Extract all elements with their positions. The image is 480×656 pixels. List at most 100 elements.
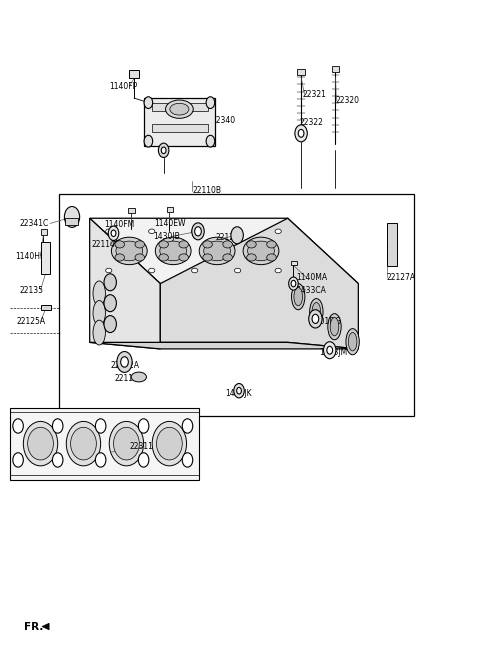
Ellipse shape — [149, 268, 155, 273]
Ellipse shape — [149, 229, 155, 234]
Ellipse shape — [291, 283, 305, 310]
Text: 22112A: 22112A — [110, 361, 139, 371]
Ellipse shape — [156, 427, 182, 460]
Circle shape — [195, 227, 201, 236]
Ellipse shape — [71, 427, 96, 460]
Ellipse shape — [93, 300, 106, 325]
Ellipse shape — [192, 268, 198, 273]
Circle shape — [182, 419, 193, 433]
Bar — [128, 209, 134, 213]
Circle shape — [327, 346, 333, 354]
Bar — [40, 242, 50, 274]
Circle shape — [144, 135, 153, 147]
Ellipse shape — [115, 254, 124, 261]
Circle shape — [237, 388, 241, 394]
Ellipse shape — [348, 333, 357, 351]
Bar — [59, 194, 414, 416]
Text: 22311: 22311 — [129, 442, 153, 451]
Ellipse shape — [346, 329, 360, 355]
Circle shape — [231, 227, 243, 244]
Ellipse shape — [116, 241, 143, 260]
Circle shape — [111, 230, 116, 237]
Circle shape — [182, 453, 193, 467]
Ellipse shape — [28, 427, 53, 460]
Bar — [297, 69, 305, 75]
Circle shape — [291, 280, 296, 287]
Ellipse shape — [114, 427, 139, 460]
Ellipse shape — [310, 298, 323, 325]
Ellipse shape — [275, 229, 281, 234]
Ellipse shape — [106, 229, 112, 234]
Polygon shape — [10, 407, 199, 480]
Circle shape — [64, 207, 80, 228]
Circle shape — [104, 316, 116, 333]
Ellipse shape — [235, 268, 240, 273]
Ellipse shape — [247, 241, 256, 248]
Circle shape — [298, 129, 304, 137]
Ellipse shape — [159, 241, 168, 248]
Ellipse shape — [131, 372, 146, 382]
Bar — [332, 66, 339, 72]
Polygon shape — [90, 218, 160, 349]
Ellipse shape — [328, 314, 341, 340]
Circle shape — [52, 453, 63, 467]
Ellipse shape — [179, 241, 189, 248]
Circle shape — [96, 453, 106, 467]
Circle shape — [52, 419, 63, 433]
Bar — [40, 305, 51, 310]
Text: 22113A: 22113A — [115, 375, 144, 384]
Circle shape — [13, 453, 24, 467]
Text: 1140MA: 1140MA — [296, 272, 327, 281]
Circle shape — [96, 419, 106, 433]
Circle shape — [138, 453, 149, 467]
Ellipse shape — [248, 241, 275, 260]
Circle shape — [192, 223, 204, 240]
Ellipse shape — [204, 241, 230, 260]
Ellipse shape — [93, 320, 106, 345]
Circle shape — [104, 274, 116, 291]
Circle shape — [234, 384, 244, 398]
Ellipse shape — [312, 302, 321, 321]
Bar — [40, 230, 47, 236]
Text: 22322: 22322 — [300, 117, 324, 127]
Text: 22341C: 22341C — [20, 219, 49, 228]
Polygon shape — [42, 623, 49, 630]
Circle shape — [312, 314, 319, 323]
Circle shape — [108, 226, 119, 241]
Ellipse shape — [156, 237, 191, 264]
Text: 1140FP: 1140FP — [109, 82, 137, 91]
Circle shape — [117, 352, 132, 373]
Ellipse shape — [235, 229, 240, 234]
Bar — [152, 123, 208, 132]
Ellipse shape — [135, 241, 144, 248]
Ellipse shape — [243, 237, 279, 264]
Text: FR.: FR. — [24, 622, 44, 632]
Polygon shape — [90, 342, 359, 349]
Bar — [290, 260, 297, 265]
Circle shape — [138, 419, 149, 433]
Circle shape — [206, 135, 215, 147]
Text: 22340: 22340 — [211, 115, 236, 125]
Ellipse shape — [275, 268, 281, 273]
Text: 22320: 22320 — [336, 96, 360, 105]
Circle shape — [144, 96, 153, 108]
Ellipse shape — [223, 241, 232, 248]
Ellipse shape — [106, 268, 112, 273]
Ellipse shape — [170, 103, 189, 115]
Polygon shape — [90, 218, 359, 283]
Ellipse shape — [135, 254, 144, 261]
Text: 1140EW: 1140EW — [154, 219, 186, 228]
Text: 1430JK: 1430JK — [225, 389, 252, 398]
Polygon shape — [160, 218, 359, 349]
Ellipse shape — [247, 254, 256, 261]
Ellipse shape — [115, 241, 124, 248]
Ellipse shape — [267, 254, 276, 261]
Ellipse shape — [179, 254, 189, 261]
Text: 1430JB: 1430JB — [153, 232, 180, 241]
Polygon shape — [144, 98, 215, 146]
Ellipse shape — [203, 241, 212, 248]
Circle shape — [288, 277, 298, 290]
Ellipse shape — [330, 318, 339, 336]
Circle shape — [120, 357, 128, 367]
Circle shape — [161, 147, 166, 154]
